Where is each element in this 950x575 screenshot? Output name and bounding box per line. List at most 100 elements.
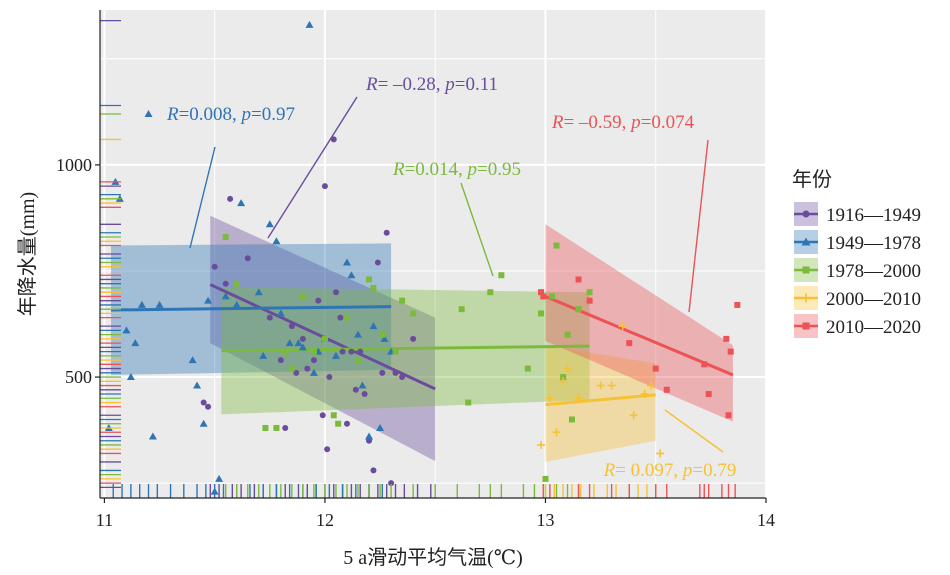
data-point [355,357,362,364]
data-point [524,365,531,372]
data-point [392,348,399,355]
fit-line [111,305,392,312]
legend-key-marker [802,210,810,218]
data-point [285,339,294,347]
data-point [148,432,157,440]
data-point [560,374,567,381]
data-point [586,289,593,296]
data-point [137,300,146,308]
data-point [332,289,339,296]
data-point [282,348,289,355]
confidence-band [545,345,656,462]
data-point [315,297,322,304]
data-point [376,423,385,431]
legend-title: 年份 [792,168,832,191]
data-point [540,293,547,300]
data-point [299,335,306,342]
data-point [383,229,390,236]
annotation-leader-line [664,409,724,453]
data-point [392,369,399,376]
legend-key-marker [801,237,811,246]
data-point [122,326,131,334]
data-point [273,424,280,431]
data-points [104,20,741,495]
data-point [559,377,568,386]
data-point [244,255,251,262]
annotation-p-value: =0.79 [692,460,736,481]
data-point [288,323,295,330]
grid-lines [100,10,767,498]
data-point [734,301,741,308]
data-point [294,339,303,347]
legend-label: 1916—1949 [826,205,921,226]
data-point [357,348,364,355]
data-point [663,386,670,393]
data-point [199,419,208,427]
x-tick-label: 11 [96,510,113,530]
annotation-p-symbol: p [681,460,693,481]
data-point [155,300,164,308]
data-point [222,234,229,241]
data-point [607,381,616,390]
data-point [596,381,605,390]
data-point [727,348,734,355]
data-point [200,399,207,406]
data-point [298,343,307,351]
annotation-p-value: =0.95 [477,159,521,180]
data-point [331,351,340,359]
legend-label: 1978—2000 [826,261,921,282]
data-point [465,399,472,406]
data-point [265,220,274,228]
data-point [574,394,583,403]
annotation-r-value: = –0.28, [378,74,446,95]
data-point [299,293,306,300]
data-point [215,474,224,482]
data-point [370,467,377,474]
data-point [205,403,212,410]
x-tick-label: 13 [536,510,554,530]
annotation-p-symbol: p [629,112,641,133]
data-point [126,373,135,381]
data-point [305,20,314,28]
data-point [188,356,197,364]
legend-label: 1949—1978 [826,233,921,254]
data-point [321,335,328,342]
data-point [221,292,230,300]
data-point [237,199,246,207]
annotation-r-value: = 0.097, [615,460,683,481]
annotation-p-value: =0.074 [641,112,695,133]
data-point [701,361,708,368]
data-point [347,271,356,279]
annotation-label: R=0.008, p=0.97 [166,104,295,125]
plot-background [100,10,766,498]
confidence-band [221,287,590,415]
data-point [335,420,342,427]
annotation-r-symbol: R [166,104,179,125]
x-tick-label: 14 [757,510,775,530]
data-point [369,322,378,330]
legend-key-marker [802,266,810,274]
legend-label: 2000—2010 [826,289,921,310]
data-point [330,412,337,419]
annotation-p-symbol: p [443,74,455,95]
data-point [626,340,633,347]
data-point [319,412,326,419]
data-point [321,183,328,190]
annotation-leader-line [688,139,709,313]
annotation-r-symbol: R [551,112,564,133]
annotation-label: R=0.014, p=0.95 [392,159,521,180]
annotation-r-symbol: R [603,460,616,481]
data-point [304,365,311,372]
data-point [233,280,240,287]
annotation-r-symbol: R [365,74,378,95]
data-point [705,391,712,398]
legend-label: 2010—2020 [826,317,921,338]
annotation-leader-line [189,146,216,249]
data-point [618,322,627,331]
data-point [399,297,406,304]
annotation-p-symbol: p [240,104,252,125]
data-point [647,381,656,390]
data-point [144,109,153,117]
data-point [538,289,545,296]
